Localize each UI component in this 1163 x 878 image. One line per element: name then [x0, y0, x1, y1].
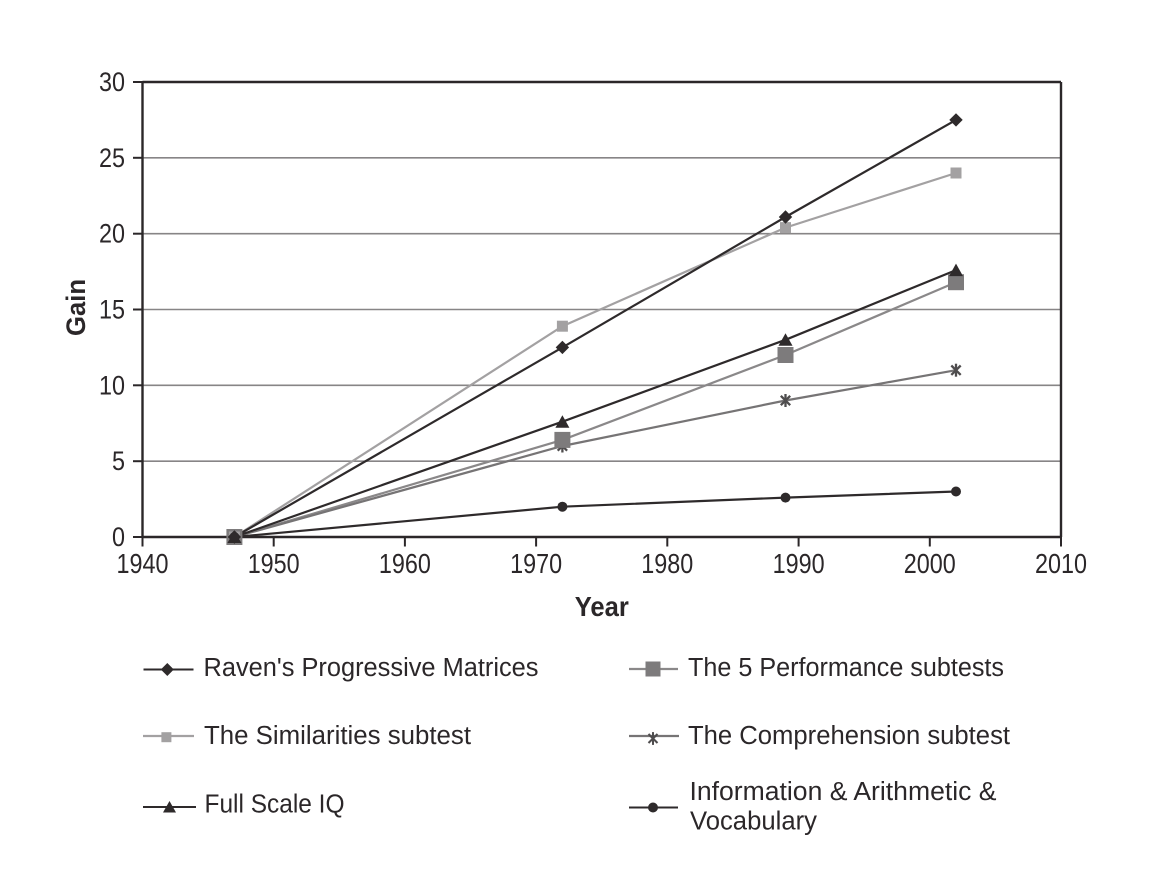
- svg-text:15: 15: [99, 295, 125, 325]
- svg-text:Year: Year: [575, 591, 629, 622]
- svg-text:5: 5: [112, 446, 125, 476]
- svg-text:1990: 1990: [773, 548, 825, 579]
- svg-text:25: 25: [99, 143, 125, 173]
- svg-text:The Similarities subtest: The Similarities subtest: [204, 722, 471, 750]
- svg-text:The 5 Performance subtests: The 5 Performance subtests: [688, 654, 1004, 682]
- svg-text:2000: 2000: [904, 548, 956, 579]
- svg-text:1980: 1980: [641, 548, 693, 579]
- svg-text:Information & Arithmetic &: Information & Arithmetic &: [690, 778, 997, 806]
- svg-text:10: 10: [99, 370, 125, 400]
- svg-text:1960: 1960: [379, 548, 431, 579]
- svg-text:Raven's Progressive Matrices: Raven's Progressive Matrices: [204, 654, 539, 682]
- svg-text:1950: 1950: [248, 548, 300, 579]
- svg-text:30: 30: [99, 67, 125, 97]
- svg-text:0: 0: [112, 522, 125, 552]
- svg-text:Vocabulary: Vocabulary: [690, 808, 817, 836]
- svg-text:The Comprehension subtest: The Comprehension subtest: [688, 722, 1010, 750]
- svg-text:2010: 2010: [1035, 548, 1087, 579]
- svg-text:Full Scale IQ: Full Scale IQ: [205, 791, 345, 819]
- svg-text:20: 20: [99, 219, 125, 249]
- svg-text:Gain: Gain: [61, 279, 91, 336]
- svg-text:1940: 1940: [117, 548, 169, 579]
- svg-text:1970: 1970: [510, 548, 562, 579]
